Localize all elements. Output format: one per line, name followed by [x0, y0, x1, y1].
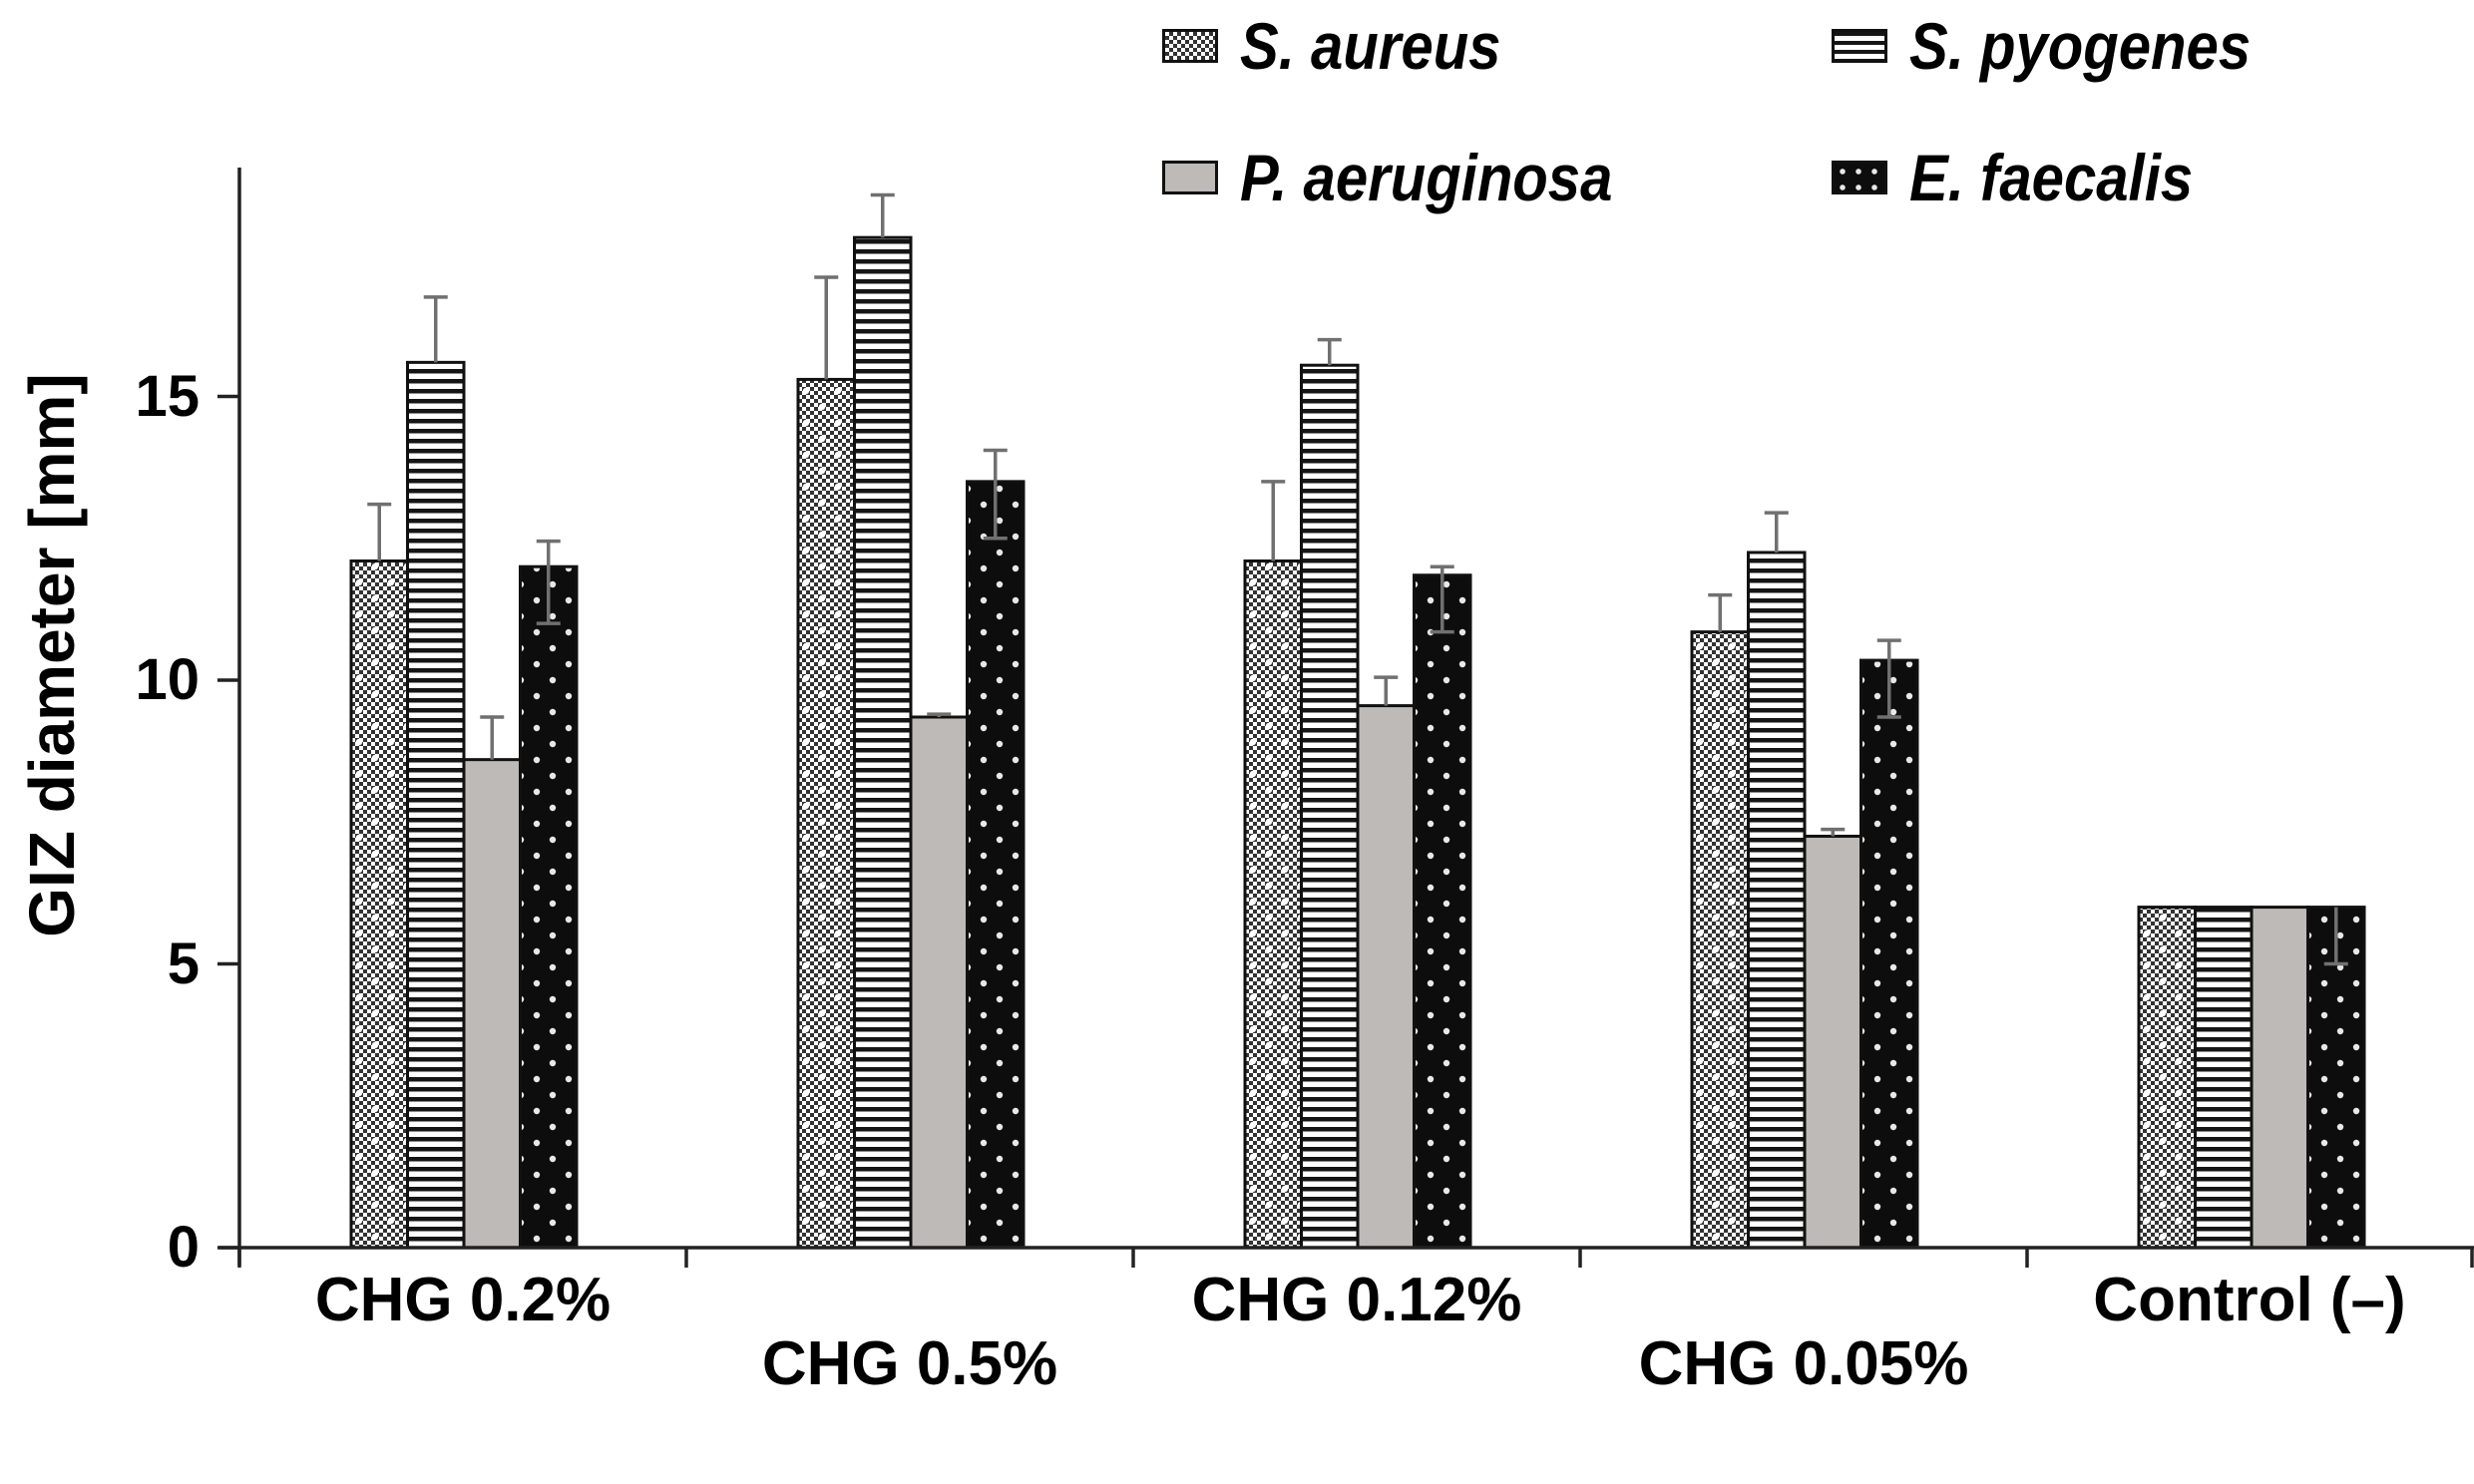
bar-s-aureus-1	[796, 377, 856, 1250]
bar-e-faecalis-0	[519, 564, 579, 1250]
error-bar	[983, 448, 1008, 541]
x-tick-label: CHG 0.05%	[1638, 1329, 1969, 1398]
error-bar	[927, 712, 952, 717]
x-tick-label: CHG 0.5%	[761, 1329, 1058, 1398]
bar-p-aeruginosa-2	[1356, 704, 1416, 1250]
error-bar	[1764, 511, 1789, 553]
y-axis-title: GIZ diameter [mm]	[16, 373, 88, 937]
x-tick-label: Control (–)	[2093, 1266, 2406, 1334]
y-tick-label: 15	[135, 363, 200, 429]
bar-e-faecalis-2	[1413, 573, 1472, 1250]
legend-label: S. aureus	[1240, 9, 1501, 83]
bar-s-pyogenes-3	[1747, 551, 1807, 1250]
error-bar	[870, 192, 895, 238]
bar-s-aureus-0	[349, 559, 409, 1250]
legend-label: E. faecalis	[1909, 141, 2194, 214]
bar-s-pyogenes-1	[853, 235, 913, 1250]
x-tick-label: CHG 0.12%	[1191, 1266, 1522, 1334]
crosshatch-swatch-icon	[1162, 29, 1218, 63]
legend-item-s-pyogenes: S. pyogenes	[1832, 8, 2297, 84]
error-bar	[1374, 675, 1399, 706]
stripes-swatch-icon	[1832, 29, 1887, 63]
bar-e-faecalis-1	[966, 480, 1026, 1250]
error-bar	[1261, 480, 1286, 561]
bars-layer	[349, 235, 2366, 1250]
dots-swatch-icon	[1832, 161, 1887, 194]
error-bar	[814, 275, 839, 380]
bar-p-aeruginosa-1	[909, 715, 969, 1250]
legend-item-e-faecalis: E. faecalis	[1832, 140, 2232, 215]
bar-s-pyogenes-2	[1300, 363, 1360, 1250]
legend: S. aureus S. pyogenes P. aeruginosa E. f…	[0, 0, 2474, 239]
bar-p-aeruginosa-3	[1803, 834, 1862, 1250]
bar-p-aeruginosa-0	[462, 758, 522, 1250]
error-bar	[1821, 827, 1846, 837]
bar-s-aureus-4	[2137, 906, 2197, 1250]
error-bar	[1430, 564, 1454, 634]
gray-swatch-icon	[1162, 161, 1218, 194]
error-bar	[367, 502, 392, 561]
y-tick-label: 0	[167, 1215, 200, 1280]
error-bar	[1876, 638, 1901, 719]
error-bar	[2323, 907, 2348, 966]
bar-e-faecalis-3	[1859, 658, 1919, 1250]
bar-s-aureus-3	[1690, 630, 1750, 1250]
bar-p-aeruginosa-4	[2250, 906, 2309, 1250]
bar-s-pyogenes-0	[406, 360, 466, 1250]
y-tick-label: 10	[135, 647, 200, 712]
x-tick-label: CHG 0.2%	[314, 1266, 612, 1334]
y-tick-label: 5	[167, 930, 200, 996]
bar-s-aureus-2	[1243, 559, 1303, 1250]
error-bar	[480, 715, 505, 760]
legend-label: P. aeruginosa	[1240, 141, 1613, 214]
error-bar	[1708, 592, 1733, 632]
bar-s-pyogenes-4	[2194, 906, 2254, 1250]
error-bars-layer	[367, 192, 2348, 966]
legend-item-s-aureus: S. aureus	[1162, 8, 1536, 84]
legend-item-p-aeruginosa: P. aeruginosa	[1162, 140, 1663, 215]
error-bar	[423, 295, 448, 363]
error-bar	[536, 539, 561, 625]
legend-label: S. pyogenes	[1909, 9, 2252, 83]
axes-layer	[217, 168, 2474, 1268]
error-bar	[1317, 337, 1342, 366]
